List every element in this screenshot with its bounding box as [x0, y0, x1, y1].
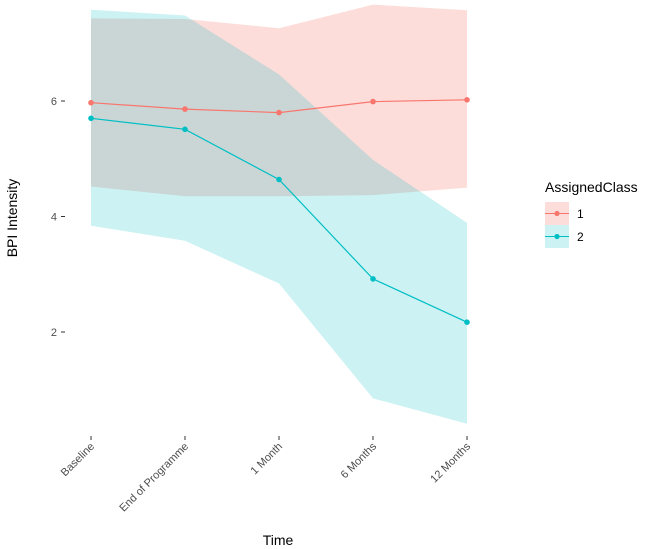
data-point-class-1 — [88, 99, 94, 106]
confidence-bands — [91, 4, 467, 424]
x-tick-label: 12 Months — [428, 440, 473, 485]
x-tick-label: 1 Month — [249, 441, 286, 478]
legend-item: 2 — [545, 225, 584, 248]
x-tick-label: 6 Months — [339, 440, 380, 481]
y-axis-title: BPI Intensity — [4, 179, 20, 258]
x-axis: Baseline End of Programme 1 Month 6 Mont… — [59, 436, 473, 514]
y-axis: 2 4 6 — [51, 96, 65, 339]
confidence-band-class-2 — [91, 9, 467, 424]
x-tick: 6 Months — [339, 436, 380, 481]
x-axis-title: Time — [263, 532, 294, 548]
data-points — [88, 97, 470, 326]
legend-label: 2 — [577, 230, 584, 244]
confidence-band-class-1 — [91, 4, 467, 197]
y-tick-label: 6 — [51, 96, 57, 108]
data-point-class-1 — [370, 98, 376, 105]
data-point-class-1 — [276, 109, 282, 116]
y-tick-label: 2 — [51, 327, 57, 339]
data-point-class-2 — [276, 176, 282, 183]
data-point-class-2 — [182, 126, 188, 133]
x-tick: End of Programme — [117, 436, 191, 514]
y-tick-label: 4 — [51, 212, 57, 224]
x-tick-label: End of Programme — [117, 441, 191, 515]
x-tick: 12 Months — [428, 436, 473, 485]
legend-label: 1 — [577, 207, 584, 221]
data-point-class-2 — [88, 115, 94, 122]
legend-title: AssignedClass — [545, 179, 638, 195]
y-tick: 4 — [51, 212, 65, 224]
data-point-class-1 — [182, 106, 188, 112]
data-point-class-2 — [464, 319, 470, 326]
x-tick: Baseline — [59, 436, 97, 479]
legend-item: 1 — [545, 202, 584, 225]
legend: AssignedClass 1 2 — [545, 179, 638, 248]
y-tick: 6 — [51, 96, 65, 108]
data-point-class-1 — [464, 97, 470, 103]
x-tick-label: Baseline — [59, 441, 97, 479]
data-point-class-2 — [370, 276, 376, 282]
x-tick: 1 Month — [249, 436, 286, 478]
y-tick: 2 — [51, 327, 65, 339]
